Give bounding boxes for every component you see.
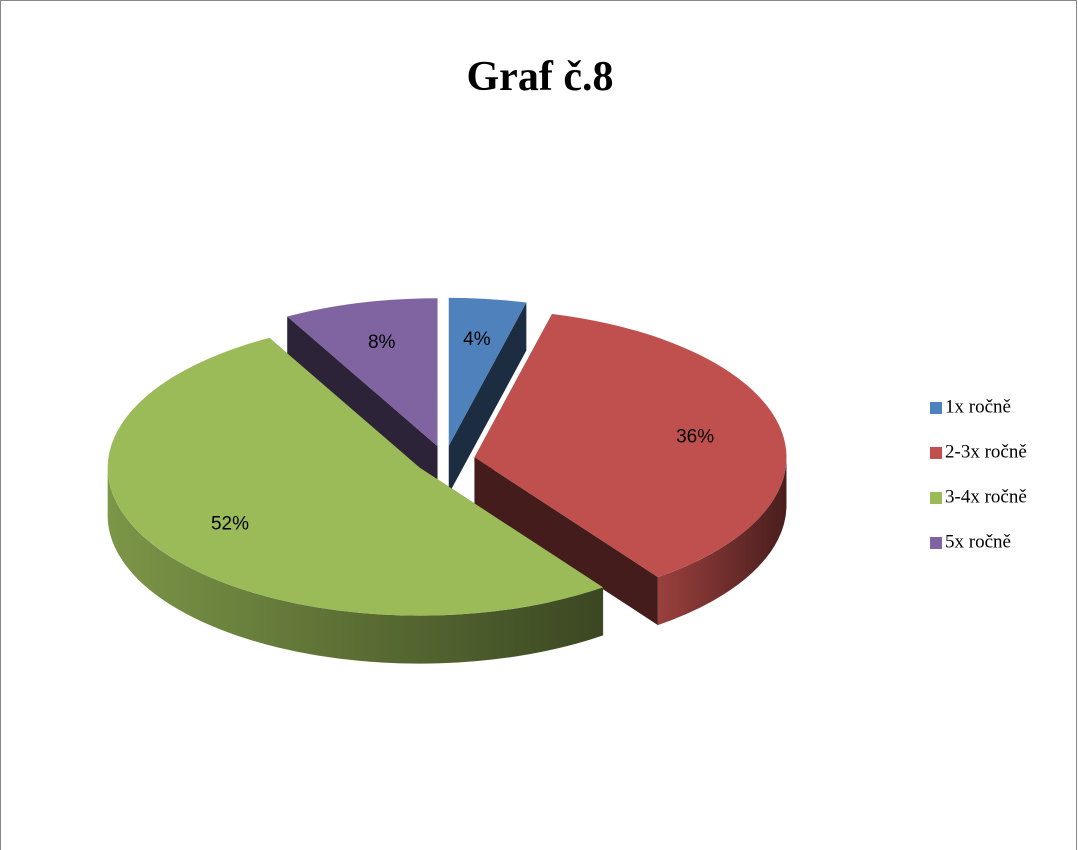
- slice-cut-face: [448, 302, 527, 494]
- data-label: 36%: [676, 426, 714, 447]
- slice: [448, 297, 527, 494]
- legend-swatch: [930, 402, 942, 414]
- slice-top: [287, 298, 438, 447]
- legend-label: 1x ročně: [945, 396, 1011, 417]
- slice: [474, 313, 787, 626]
- slice-side: [107, 467, 604, 664]
- data-label: 52%: [211, 514, 249, 535]
- slice-top: [474, 313, 787, 578]
- slice-top: [107, 337, 604, 616]
- data-label: 4%: [463, 329, 491, 350]
- data-label: 8%: [368, 332, 396, 353]
- legend-swatch: [930, 537, 942, 549]
- legend-label: 2-3x ročně: [945, 441, 1027, 462]
- chart-title: Graf č.8: [467, 54, 614, 100]
- legend-swatch: [930, 492, 942, 504]
- slice-cut-face: [474, 457, 658, 626]
- slice: [107, 337, 604, 664]
- slice: [287, 298, 438, 495]
- slice-cut-face: [287, 316, 438, 495]
- legend-label: 5x ročně: [945, 531, 1011, 552]
- slice-side: [657, 457, 787, 626]
- legend-swatch: [930, 447, 942, 459]
- legend-label: 3-4x ročně: [945, 486, 1027, 507]
- slice-top: [448, 297, 527, 446]
